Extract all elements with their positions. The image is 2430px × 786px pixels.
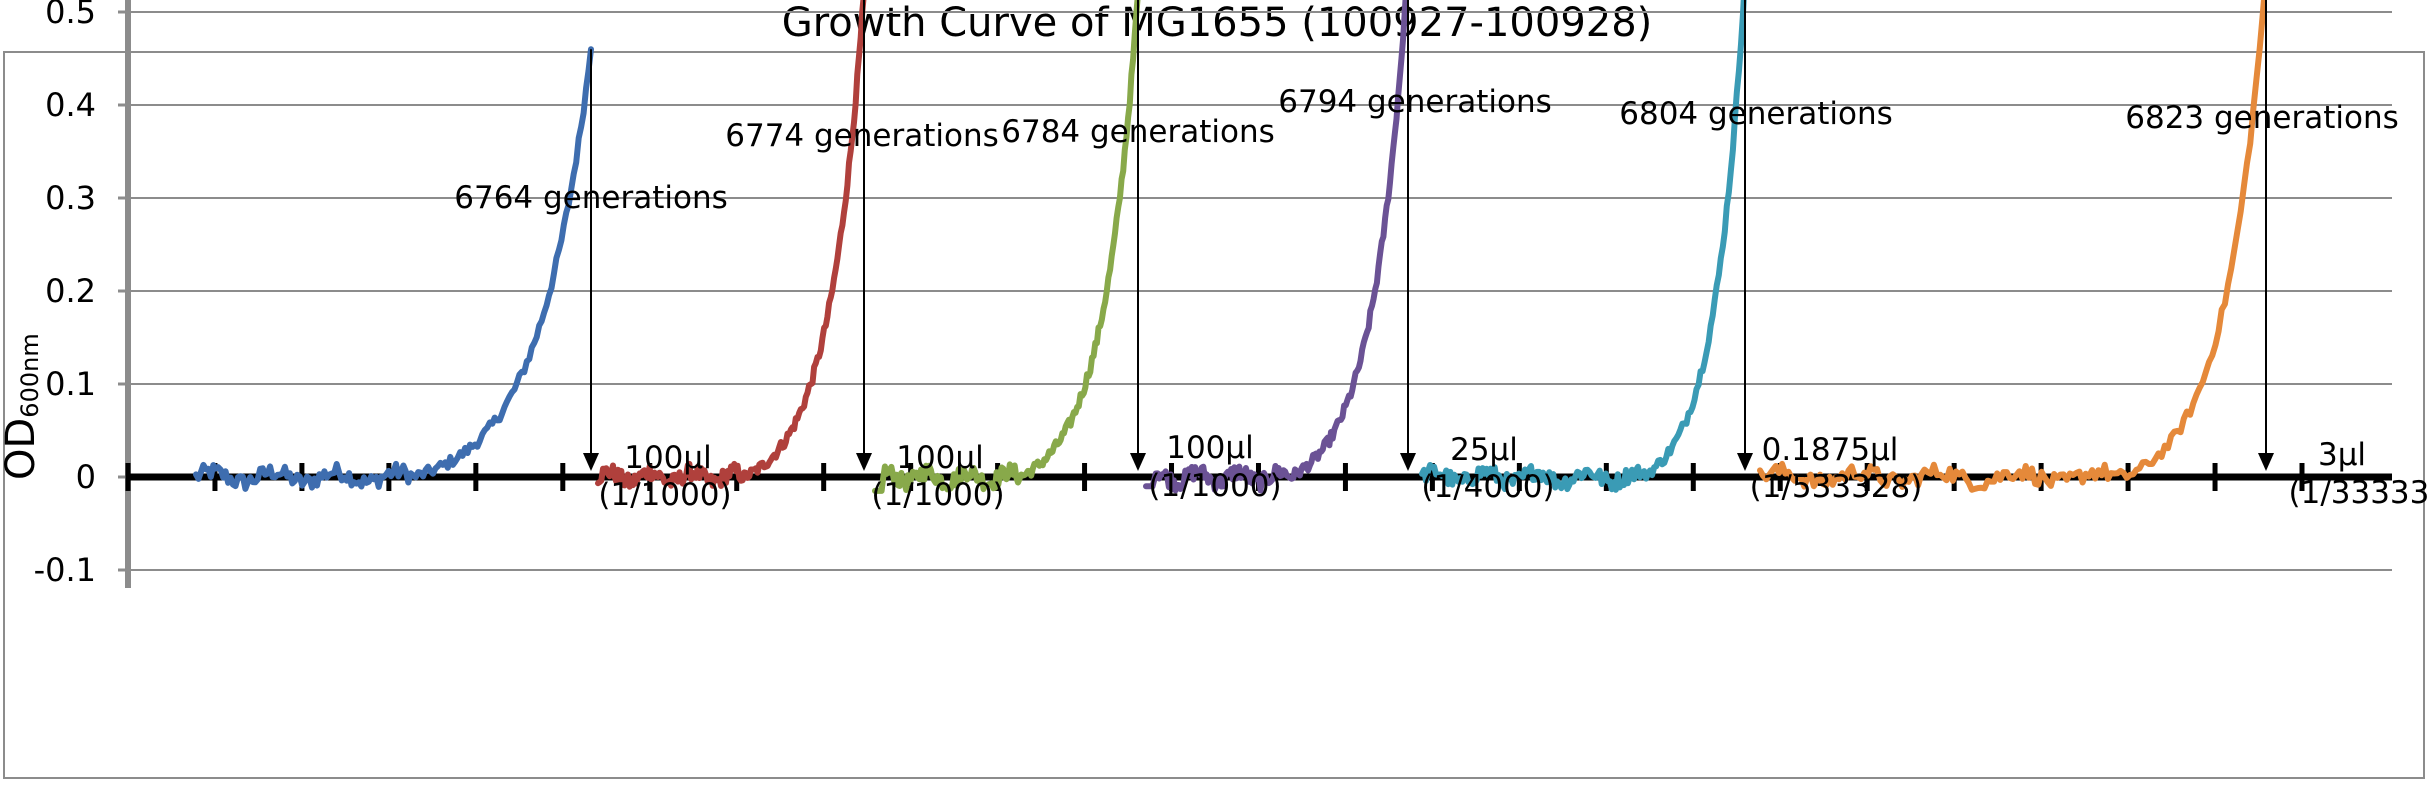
dilution-arrowhead-6 xyxy=(2258,453,2274,471)
dilution-arrowhead-5 xyxy=(1737,453,1753,471)
dilution-label-1: (1/1000) xyxy=(598,477,731,513)
y-tick-label: 0.3 xyxy=(45,179,96,217)
dilution-arrowhead-1 xyxy=(583,453,599,471)
y-tick-label: 0.5 xyxy=(45,0,96,31)
dilution-label-6: (1/33333) xyxy=(2289,475,2430,511)
y-tick-label: 0 xyxy=(76,458,96,496)
dilution-label-4: (1/4000) xyxy=(1421,469,1554,505)
generations-label-3: 6784 generations xyxy=(1001,114,1275,150)
chart-border xyxy=(3,51,2425,779)
series-line-3 xyxy=(872,0,1141,494)
series-line-6 xyxy=(1757,0,2267,493)
y-tick-label: 0.2 xyxy=(45,272,96,310)
volume-label-5: 0.1875μl xyxy=(1762,432,1899,468)
chart-title: Growth Curve of MG1655 (100927-100928) xyxy=(782,0,1653,46)
y-axis-label-subscript: 600nm xyxy=(16,333,44,417)
volume-label-2: 100μl xyxy=(896,440,984,476)
dilution-label-3: (1/1000) xyxy=(1148,468,1281,504)
y-tick-label: 0.1 xyxy=(45,365,96,403)
volume-label-4: 25μl xyxy=(1450,432,1518,468)
dilution-arrowhead-2 xyxy=(856,453,872,471)
generations-label-5: 6804 generations xyxy=(1619,96,1893,132)
dilution-label-2: (1/1000) xyxy=(871,477,1004,513)
series-line-4 xyxy=(1143,0,1409,494)
volume-label-1: 100μl xyxy=(624,440,712,476)
y-tick-label: 0.4 xyxy=(45,86,96,124)
series-line-1 xyxy=(193,46,594,492)
dilution-arrowhead-4 xyxy=(1400,453,1416,471)
generations-label-2: 6774 generations xyxy=(725,118,999,154)
volume-label-6: 3μl xyxy=(2318,437,2366,473)
series-line-2 xyxy=(595,0,867,490)
generations-label-6: 6823 generations xyxy=(2125,100,2399,136)
dilution-label-5: (1/533328) xyxy=(1750,469,1923,505)
generations-label-4: 6794 generations xyxy=(1278,84,1552,120)
dilution-arrowhead-3 xyxy=(1130,453,1146,471)
y-axis-label-main: OD xyxy=(0,418,44,480)
y-tick-label: -0.1 xyxy=(34,551,96,589)
volume-label-3: 100μl xyxy=(1166,430,1254,466)
y-axis-label: OD600nm xyxy=(0,333,44,480)
series-line-5 xyxy=(1419,0,1747,493)
generations-label-1: 6764 generations xyxy=(454,180,728,216)
